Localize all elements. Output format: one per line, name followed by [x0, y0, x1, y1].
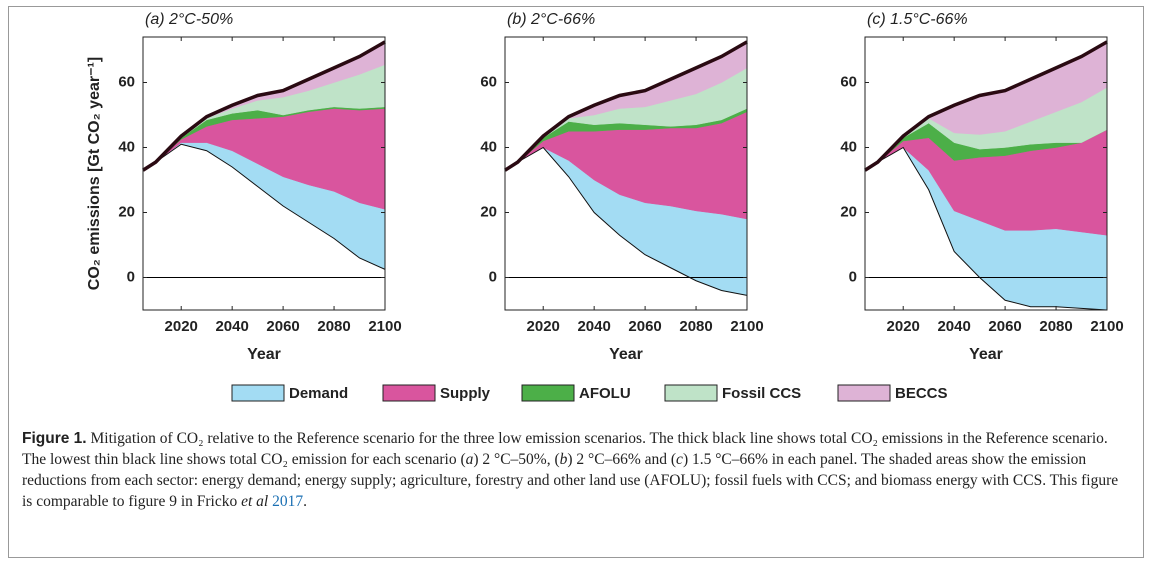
- plot-frame: [142, 36, 386, 311]
- scenario-line: [142, 143, 386, 270]
- caption-text: c: [676, 451, 683, 468]
- area-segment: [142, 108, 386, 210]
- caption-text: Mitigation of CO₂ relative to the Refere…: [22, 430, 1108, 468]
- legend-swatch: [382, 384, 436, 402]
- legend-swatch: [837, 384, 891, 402]
- reference-line: [504, 40, 748, 172]
- legend-label: BECCS: [895, 385, 948, 402]
- caption-text: a: [465, 451, 474, 468]
- plot-frame: [504, 36, 748, 311]
- x-tick-label: 2100: [730, 318, 763, 335]
- legend-swatch: [521, 384, 575, 402]
- legend-swatch: [664, 384, 718, 402]
- x-tick-label: 2100: [368, 318, 401, 335]
- x-tick-label: 2100: [1090, 318, 1123, 335]
- scenario-line: [864, 146, 1108, 311]
- y-axis-label: CO₂ emissions [Gt CO₂ year⁻¹]: [86, 57, 103, 290]
- x-tick-label: 2060: [988, 318, 1021, 335]
- scenario-line: [504, 146, 748, 296]
- x-tick-label: 2060: [266, 318, 299, 335]
- y-tick-label: 60: [480, 73, 497, 90]
- y-tick-label: 20: [480, 203, 497, 220]
- reference-line: [142, 40, 386, 172]
- x-tick-label: 2040: [577, 318, 610, 335]
- caption-text: ) 1.5 °C–66% in each panel. The shaded a…: [22, 451, 1119, 510]
- caption-label: Figure 1.: [22, 430, 87, 447]
- x-axis-label: Year: [247, 346, 281, 363]
- x-tick-label: 2020: [887, 318, 920, 335]
- y-tick-label: 60: [118, 73, 135, 90]
- caption-text: .: [303, 493, 307, 510]
- y-tick-label: 20: [118, 203, 135, 220]
- y-tick-label: 40: [840, 138, 857, 155]
- caption-text: ) 2 °C–66% and (: [567, 451, 677, 468]
- plot-frame: [864, 36, 1108, 311]
- x-axis-label: Year: [609, 346, 643, 363]
- x-tick-label: 2060: [628, 318, 661, 335]
- x-axis-label: Year: [969, 346, 1003, 363]
- x-tick-label: 2040: [215, 318, 248, 335]
- y-tick-label: 0: [849, 268, 857, 285]
- legend-label: Demand: [289, 385, 348, 402]
- legend-label: AFOLU: [579, 385, 631, 402]
- caption: Figure 1. Mitigation of CO₂ relative to …: [22, 428, 1122, 512]
- y-tick-label: 40: [118, 138, 135, 155]
- caption-text: b: [559, 451, 568, 468]
- legend-swatch: [231, 384, 285, 402]
- figure-frame: [8, 6, 1144, 558]
- legend-label: Fossil CCS: [722, 385, 801, 402]
- caption-text: et al: [241, 493, 269, 510]
- reference-line: [864, 40, 1108, 172]
- panel-title: (c) 1.5°C-66%: [867, 11, 968, 28]
- panel-title: (a) 2°C-50%: [145, 11, 233, 28]
- x-tick-label: 2080: [679, 318, 712, 335]
- panel-title: (b) 2°C-66%: [507, 11, 595, 28]
- legend-label: Supply: [440, 385, 491, 402]
- y-tick-label: 60: [840, 73, 857, 90]
- caption-link[interactable]: 2017: [272, 493, 304, 510]
- x-tick-label: 2020: [527, 318, 560, 335]
- x-tick-label: 2040: [937, 318, 970, 335]
- y-tick-label: 0: [489, 268, 497, 285]
- y-tick-label: 40: [480, 138, 497, 155]
- x-tick-label: 2080: [1039, 318, 1072, 335]
- x-tick-label: 2080: [317, 318, 350, 335]
- x-tick-label: 2020: [165, 318, 198, 335]
- caption-text: ) 2 °C–50%, (: [473, 451, 560, 468]
- y-tick-label: 20: [840, 203, 857, 220]
- y-tick-label: 0: [127, 268, 135, 285]
